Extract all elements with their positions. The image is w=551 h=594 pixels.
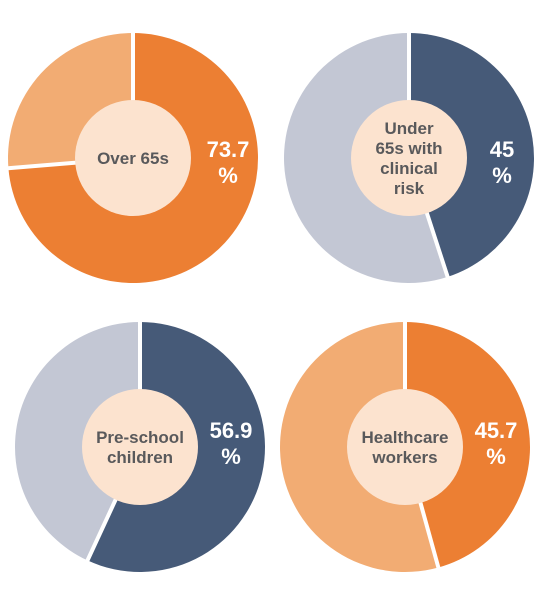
under-65s-clinical-risk-percent-label-line-1: 45	[490, 137, 514, 162]
under-65s-clinical-risk-percent-label-line-2: %	[492, 163, 512, 188]
under-65s-clinical-risk-center-label-line-1: Under	[384, 119, 434, 138]
over-65s-percent-label-line-2: %	[218, 163, 238, 188]
pre-school-children-center-label-line-1: Pre-school	[96, 428, 184, 447]
pre-school-children-percent-label-line-1: 56.9	[210, 418, 253, 443]
pre-school-children-center-circle	[82, 389, 198, 505]
under-65s-clinical-risk-center-circle	[351, 100, 467, 216]
healthcare-workers-center-label-line-1: Healthcare	[362, 428, 449, 447]
over-65s-center-label-line-1: Over 65s	[97, 149, 169, 168]
under-65s-clinical-risk-center-label-line-3: clinical	[380, 159, 438, 178]
pre-school-children-slice-2	[14, 322, 140, 561]
healthcare-workers-percent-label-line-1: 45.7	[475, 418, 518, 443]
pre-school-children-center-label-line-2: children	[107, 448, 173, 467]
under-65s-clinical-risk-center-label-line-2: 65s with	[375, 139, 442, 158]
over-65s-percent-label-line-1: 73.7	[207, 137, 250, 162]
healthcare-workers-slice-1	[405, 322, 530, 568]
healthcare-workers-percent-label-line-2: %	[486, 444, 506, 469]
under-65s-clinical-risk-slice-1	[409, 33, 534, 277]
pre-school-children-percent-label-line-2: %	[221, 444, 241, 469]
healthcare-workers-center-label-line-2: workers	[371, 448, 437, 467]
over-65s-center-circle	[75, 100, 191, 216]
under-65s-clinical-risk-center-label-line-4: risk	[394, 179, 425, 198]
healthcare-workers-center-circle	[347, 389, 463, 505]
donut-over-65s: Over 65s 73.7%	[6, 31, 258, 283]
